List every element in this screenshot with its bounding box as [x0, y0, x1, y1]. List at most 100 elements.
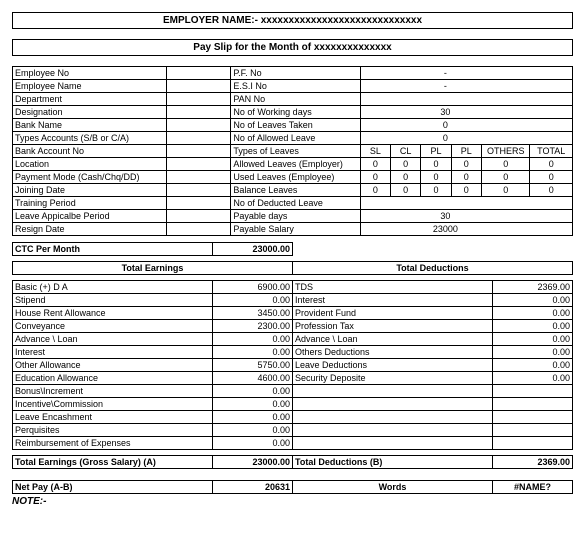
used-total: 0: [530, 171, 573, 184]
col-sl: SL: [360, 145, 390, 158]
earn-advance-value: 0.00: [213, 333, 293, 346]
payable-salary-label: Payable Salary: [231, 223, 360, 236]
words-value: #NAME?: [493, 481, 573, 494]
used-pl2: 0: [451, 171, 481, 184]
total-deductions-heading: Total Deductions: [293, 262, 573, 275]
education-value: 4600.00: [213, 372, 293, 385]
earnings-deductions-table: CTC Per Month 23000.00 Total Earnings To…: [12, 242, 573, 494]
hra-value: 3450.00: [213, 307, 293, 320]
incentive-label: Incentive\Commission: [13, 398, 213, 411]
col-others: OTHERS: [481, 145, 530, 158]
allowed-leaves-label: Allowed Leaves (Employer): [231, 158, 360, 171]
pf-no-label: P.F. No: [231, 67, 360, 80]
note-label: NOTE:-: [12, 496, 573, 507]
balance-leaves-label: Balance Leaves: [231, 184, 360, 197]
col-pl: PL: [421, 145, 451, 158]
balance-others: 0: [481, 184, 530, 197]
ded-others-value: 0.00: [493, 346, 573, 359]
encash-value: 0.00: [213, 411, 293, 424]
words-label: Words: [293, 481, 493, 494]
esi-no-value: -: [360, 80, 530, 93]
balance-total: 0: [530, 184, 573, 197]
training-period-label: Training Period: [13, 197, 167, 210]
total-earnings-value: 23000.00: [213, 456, 293, 469]
allowed-sl: 0: [360, 158, 390, 171]
employer-header: EMPLOYER NAME:- xxxxxxxxxxxxxxxxxxxxxxxx…: [12, 12, 573, 29]
stipend-value: 0.00: [213, 294, 293, 307]
allowed-others: 0: [481, 158, 530, 171]
title-month: xxxxxxxxxxxxxx: [314, 42, 392, 53]
col-total: TOTAL: [530, 145, 573, 158]
ded-leave-label: Leave Deductions: [293, 359, 493, 372]
bonus-label: Bonus\Increment: [13, 385, 213, 398]
netpay-value: 20631: [213, 481, 293, 494]
ptax-label: Profession Tax: [293, 320, 493, 333]
allowed-pl2: 0: [451, 158, 481, 171]
payable-salary-value: 23000: [360, 223, 530, 236]
pf-label: Provident Fund: [293, 307, 493, 320]
security-value: 0.00: [493, 372, 573, 385]
payable-days-label: Payable days: [231, 210, 360, 223]
reimb-label: Reimbursement of Expenses: [13, 437, 213, 450]
used-pl: 0: [421, 171, 451, 184]
balance-sl: 0: [360, 184, 390, 197]
hra-label: House Rent Allowance: [13, 307, 213, 320]
ptax-value: 0.00: [493, 320, 573, 333]
leaves-taken-label: No of Leaves Taken: [231, 119, 360, 132]
balance-cl: 0: [391, 184, 421, 197]
allowed-total: 0: [530, 158, 573, 171]
col-cl: CL: [391, 145, 421, 158]
title-label: Pay Slip for the Month of: [193, 42, 311, 53]
other-allowance-value: 5750.00: [213, 359, 293, 372]
education-label: Education Allowance: [13, 372, 213, 385]
earn-interest-value: 0.00: [213, 346, 293, 359]
conveyance-value: 2300.00: [213, 320, 293, 333]
info-table: Employee No P.F. No - Employee Name E.S.…: [12, 66, 573, 236]
stipend-label: Stipend: [13, 294, 213, 307]
security-label: Security Deposite: [293, 372, 493, 385]
ded-others-label: Others Deductions: [293, 346, 493, 359]
total-deductions-value: 2369.00: [493, 456, 573, 469]
leaves-taken-value: 0: [360, 119, 530, 132]
total-earnings-label: Total Earnings (Gross Salary) (A): [13, 456, 213, 469]
incentive-value: 0.00: [213, 398, 293, 411]
balance-pl: 0: [421, 184, 451, 197]
ded-interest-label: Interest: [293, 294, 493, 307]
ded-leave-value: 0.00: [493, 359, 573, 372]
employer-label: EMPLOYER NAME:-: [163, 15, 258, 26]
earn-interest-label: Interest: [13, 346, 213, 359]
allowed-cl: 0: [391, 158, 421, 171]
ded-interest-value: 0.00: [493, 294, 573, 307]
emp-name-label: Employee Name: [13, 80, 167, 93]
netpay-label: Net Pay (A-B): [13, 481, 213, 494]
designation-label: Designation: [13, 106, 167, 119]
tds-label: TDS: [293, 281, 493, 294]
payable-days-value: 30: [360, 210, 530, 223]
basic-value: 6900.00: [213, 281, 293, 294]
location-label: Location: [13, 158, 167, 171]
esi-no-label: E.S.I No: [231, 80, 360, 93]
total-earnings-heading: Total Earnings: [13, 262, 293, 275]
leave-period-label: Leave Appicalbe Period: [13, 210, 167, 223]
department-label: Department: [13, 93, 167, 106]
working-days-value: 30: [360, 106, 530, 119]
basic-label: Basic (+) D A: [13, 281, 213, 294]
pf-no-value: -: [360, 67, 530, 80]
perq-value: 0.00: [213, 424, 293, 437]
joining-date-label: Joining Date: [13, 184, 167, 197]
pan-no-label: PAN No: [231, 93, 360, 106]
types-accounts-label: Types Accounts (S/B or C/A): [13, 132, 167, 145]
reimb-value: 0.00: [213, 437, 293, 450]
col-pl2: PL: [451, 145, 481, 158]
payslip-title: Pay Slip for the Month of xxxxxxxxxxxxxx: [12, 39, 573, 56]
perq-label: Perquisites: [13, 424, 213, 437]
used-others: 0: [481, 171, 530, 184]
allowed-leave-label: No of Allowed Leave: [231, 132, 360, 145]
used-leaves-label: Used Leaves (Employee): [231, 171, 360, 184]
allowed-leave-value: 0: [360, 132, 530, 145]
ctc-value: 23000.00: [213, 243, 293, 256]
employer-value: xxxxxxxxxxxxxxxxxxxxxxxxxxxxx: [261, 15, 422, 26]
emp-no-label: Employee No: [13, 67, 167, 80]
bank-name-label: Bank Name: [13, 119, 167, 132]
allowed-pl: 0: [421, 158, 451, 171]
